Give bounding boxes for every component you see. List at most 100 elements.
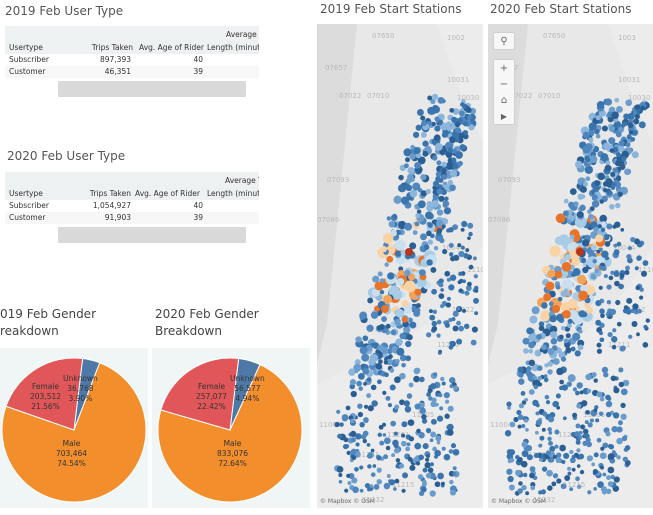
station-dot[interactable] [551, 481, 557, 487]
station-dot[interactable] [523, 418, 528, 423]
station-dot[interactable] [404, 453, 409, 458]
station-dot[interactable] [425, 428, 432, 434]
station-dot[interactable] [363, 404, 369, 409]
station-dot[interactable] [579, 204, 586, 211]
station-dot[interactable] [379, 289, 385, 295]
station-dot[interactable] [576, 448, 581, 453]
station-dot[interactable] [436, 188, 443, 195]
station-dot[interactable] [388, 220, 396, 228]
station-dot[interactable] [620, 413, 627, 420]
station-dot[interactable] [579, 185, 587, 193]
station-dot[interactable] [521, 484, 527, 491]
station-dot[interactable] [609, 308, 617, 316]
station-dot[interactable] [625, 142, 631, 148]
station-dot[interactable] [421, 418, 428, 424]
station-dot[interactable] [414, 288, 422, 296]
station-dot[interactable] [620, 123, 626, 128]
station-dot[interactable] [412, 182, 421, 191]
station-dot[interactable] [516, 409, 522, 415]
station-dot[interactable] [407, 173, 414, 181]
station-dot[interactable] [402, 472, 409, 479]
station-dot[interactable] [556, 367, 564, 376]
station-dot[interactable] [635, 285, 641, 291]
station-dot[interactable] [525, 491, 530, 496]
station-dot[interactable] [538, 443, 543, 448]
station-dot[interactable] [366, 393, 372, 399]
station-dot[interactable] [541, 344, 547, 351]
station-dot[interactable] [634, 104, 641, 110]
station-dot[interactable] [464, 290, 470, 296]
station-dot[interactable] [548, 416, 555, 423]
station-dot[interactable] [426, 230, 432, 237]
station-dot[interactable] [596, 342, 602, 348]
station-dot[interactable] [414, 221, 420, 227]
station-dot[interactable] [447, 179, 454, 186]
station-dot[interactable] [618, 140, 625, 147]
station-dot[interactable] [394, 358, 400, 364]
station-dot[interactable] [367, 297, 374, 304]
station-dot[interactable] [414, 442, 422, 450]
station-dot[interactable] [612, 328, 617, 333]
station-dot[interactable] [395, 376, 401, 382]
station-dot[interactable] [431, 320, 438, 327]
map-2019[interactable]: 07650 07657 07022 07010 10031 10030 07093 07086… [317, 24, 483, 508]
station-dot[interactable] [638, 121, 646, 129]
station-dot[interactable] [462, 279, 466, 284]
station-dot[interactable] [449, 384, 454, 389]
station-dot[interactable] [616, 426, 623, 433]
station-dot[interactable] [520, 391, 526, 396]
station-dot[interactable] [355, 442, 360, 447]
station-dot[interactable] [545, 450, 552, 456]
station-dot[interactable] [449, 184, 456, 192]
station-dot[interactable] [395, 250, 402, 257]
station-dot[interactable] [412, 131, 420, 139]
station-dot[interactable] [441, 381, 446, 386]
station-dot[interactable] [441, 446, 446, 451]
station-dot[interactable] [546, 469, 553, 477]
station-dot[interactable] [474, 311, 479, 316]
station-dot[interactable] [417, 200, 426, 209]
station-dot[interactable] [538, 321, 545, 327]
station-dot[interactable] [390, 329, 397, 336]
station-dot[interactable] [576, 484, 582, 489]
station-dot[interactable] [376, 478, 382, 485]
station-dot[interactable] [472, 256, 477, 261]
station-dot[interactable] [509, 457, 515, 463]
station-dot[interactable] [555, 458, 561, 463]
station-dot[interactable] [645, 318, 650, 323]
station-dot[interactable] [409, 321, 417, 329]
station-dot[interactable] [504, 430, 512, 437]
station-dot[interactable] [602, 472, 607, 477]
station-dot[interactable] [383, 454, 389, 460]
station-dot[interactable] [606, 475, 611, 481]
station-dot[interactable] [430, 418, 437, 425]
station-dot[interactable] [431, 397, 437, 403]
station-dot[interactable] [362, 367, 370, 375]
station-dot[interactable] [532, 375, 538, 381]
station-dot[interactable] [350, 390, 357, 398]
station-dot[interactable] [458, 325, 465, 332]
station-dot[interactable] [406, 442, 411, 447]
station-dot[interactable] [399, 399, 405, 406]
station-dot[interactable] [435, 171, 442, 178]
station-dot[interactable] [541, 266, 549, 274]
station-dot[interactable] [640, 105, 646, 111]
station-dot[interactable] [534, 430, 539, 435]
station-dot[interactable] [446, 423, 454, 431]
station-dot[interactable] [415, 213, 421, 219]
station-dot[interactable] [531, 306, 540, 315]
station-dot[interactable] [441, 98, 446, 104]
station-dot[interactable] [623, 113, 630, 120]
station-dot[interactable] [620, 228, 625, 232]
station-dot[interactable] [543, 377, 549, 383]
station-dot[interactable] [580, 284, 588, 293]
station-dot[interactable] [560, 325, 566, 331]
station-dot[interactable] [639, 295, 644, 300]
station-dot[interactable] [384, 262, 389, 267]
station-dot[interactable] [548, 301, 554, 307]
station-dot[interactable] [436, 440, 441, 445]
station-dot[interactable] [539, 435, 545, 441]
station-dot[interactable] [591, 200, 600, 208]
station-dot[interactable] [421, 486, 427, 493]
station-dot[interactable] [591, 372, 597, 378]
